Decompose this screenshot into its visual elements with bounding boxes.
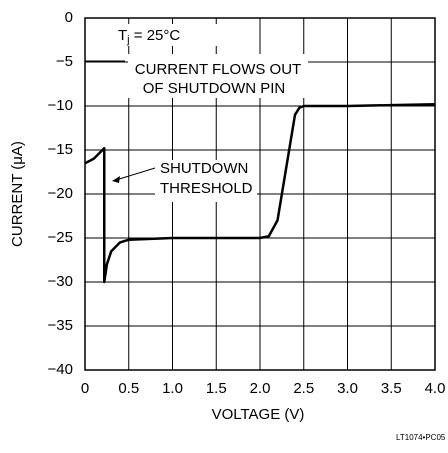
x-tick-label: 2.0 — [250, 380, 271, 397]
x-tick-label: 2.5 — [293, 380, 314, 397]
annotation: SHUTDOWN — [160, 160, 248, 177]
figure-code: LT1074•PC05 — [396, 433, 446, 442]
label-bg — [155, 160, 257, 202]
y-tick-label: −30 — [48, 273, 73, 290]
plot-frame — [84, 17, 436, 371]
x-tick-label: 0.5 — [118, 380, 139, 397]
x-tick-label: 0 — [81, 380, 89, 397]
x-tick-label: 1.0 — [162, 380, 183, 397]
annotation-text: = 25°C — [130, 27, 181, 44]
annotation: THRESHOLD — [160, 180, 253, 197]
y-tick-label: 0 — [65, 9, 73, 26]
x-tick-label: 3.0 — [337, 380, 358, 397]
leader-line — [115, 167, 156, 181]
annotation: Tj = 25°C — [118, 27, 180, 46]
annotation-text: T — [118, 27, 127, 44]
annotations: Tj = 25°C CURRENT FLOWS OUT OF SHUTDOWN … — [85, 24, 308, 202]
x-axis-label: VOLTAGE (V) — [212, 406, 305, 423]
y-axis-label: CURRENT (μA) — [9, 141, 26, 247]
y-tick-label: −40 — [48, 361, 73, 378]
y-tick-label: −25 — [48, 229, 73, 246]
y-tick-label: −5 — [56, 53, 73, 70]
x-tick-label: 1.5 — [206, 380, 227, 397]
y-tick-label: −35 — [48, 317, 73, 334]
annotation-text: j — [126, 34, 129, 46]
arrow-head — [112, 176, 120, 183]
annotation: CURRENT FLOWS OUT — [135, 61, 301, 78]
x-tick-label: 3.5 — [381, 380, 402, 397]
data-line — [84, 102, 436, 284]
label-bg — [128, 54, 308, 98]
y-tick-label: −10 — [48, 97, 73, 114]
y-tick-label: −15 — [48, 141, 73, 158]
y-tick-label: −20 — [48, 185, 73, 202]
x-tick-label: 4.0 — [425, 380, 446, 397]
annotation: OF SHUTDOWN PIN — [143, 80, 286, 97]
label-bg — [110, 24, 220, 46]
